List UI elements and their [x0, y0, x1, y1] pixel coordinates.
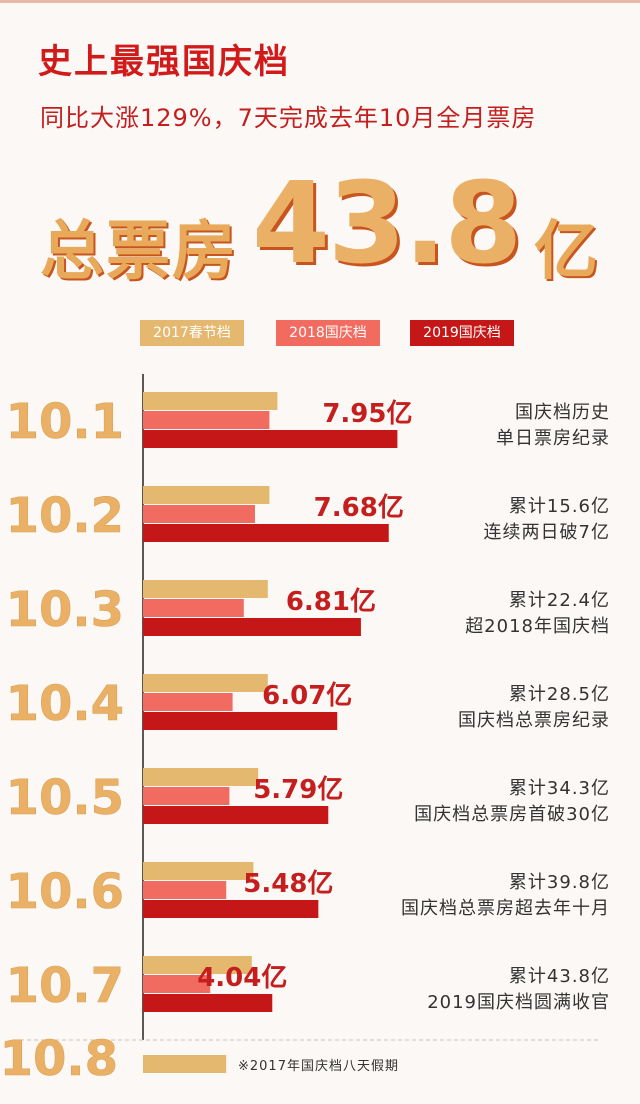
legend-2017: 2017春节档: [140, 320, 244, 346]
annotation-line: 累计39.8亿: [509, 872, 610, 893]
annotation-line: 连续两日破7亿: [484, 522, 610, 543]
value-label: 6.81亿: [286, 587, 376, 617]
value-label: 4.04亿: [197, 963, 287, 993]
category-label: 10.4: [6, 676, 124, 732]
bar-2019: [143, 524, 389, 542]
annotation-line: 单日票房纪录: [496, 428, 610, 449]
category-label: 10.8: [0, 1031, 118, 1087]
annotation-line: 国庆档历史: [515, 402, 610, 423]
page-subtitle: 同比大涨129%，7天完成去年10月全月票房: [40, 104, 537, 132]
bar-2017: [143, 1055, 227, 1073]
category-label: 10.2: [6, 488, 124, 544]
annotation-line: 累计34.3亿: [509, 778, 610, 799]
page-title: 史上最强国庆档: [38, 42, 290, 82]
bar-2018: [143, 881, 227, 899]
value-label: 5.79亿: [253, 775, 343, 805]
total-box-office-value: 43.8: [252, 159, 522, 289]
bar-2017: [143, 580, 268, 598]
value-label: 7.68亿: [314, 493, 404, 523]
annotation-line: 累计15.6亿: [509, 496, 610, 517]
category-label: 10.6: [6, 864, 124, 920]
category-label: 10.3: [6, 582, 124, 638]
bar-2019: [143, 994, 273, 1012]
bar-2018: [143, 411, 270, 429]
annotation-line: 国庆档总票房首破30亿: [414, 804, 610, 825]
bar-2019: [143, 618, 361, 636]
bar-2017: [143, 674, 268, 692]
bar-2017: [143, 392, 278, 410]
value-label: 5.48亿: [243, 869, 333, 899]
bar-2018: [143, 693, 233, 711]
annotation-line: 累计22.4亿: [509, 590, 610, 611]
bar-2017: [143, 486, 270, 504]
annotation-line: 2019国庆档圆满收官: [427, 992, 610, 1013]
annotation-line: 国庆档总票房纪录: [458, 710, 610, 731]
bar-2018: [143, 505, 255, 523]
bar-2019: [143, 806, 329, 824]
total-box-office-label: 总票房: [40, 215, 238, 289]
bar-2018: [143, 787, 230, 805]
value-label: 6.07亿: [262, 681, 352, 711]
top-border-line: [0, 0, 640, 3]
annotation-line: 国庆档总票房超去年十月: [401, 898, 610, 919]
bar-2017: [143, 768, 259, 786]
bar-2018: [143, 975, 211, 993]
bar-2019: [143, 712, 338, 730]
footnote: ※2017年国庆档八天假期: [238, 1059, 399, 1074]
legend-2018: 2018国庆档: [276, 320, 380, 346]
legend-2019: 2019国庆档: [410, 320, 514, 346]
bar-2017: [143, 862, 254, 880]
annotation-line: 累计28.5亿: [509, 684, 610, 705]
bar-2017: [143, 956, 252, 974]
value-label: 7.95亿: [322, 399, 412, 429]
annotation-line: 累计43.8亿: [509, 966, 610, 987]
bar-2018: [143, 599, 244, 617]
total-box-office-unit: 亿: [534, 215, 598, 289]
category-label: 10.1: [6, 394, 124, 450]
category-label: 10.5: [6, 770, 124, 826]
bar-2019: [143, 430, 398, 448]
bar-2019: [143, 900, 319, 918]
category-label: 10.7: [6, 958, 124, 1014]
annotation-line: 超2018年国庆档: [465, 616, 610, 637]
